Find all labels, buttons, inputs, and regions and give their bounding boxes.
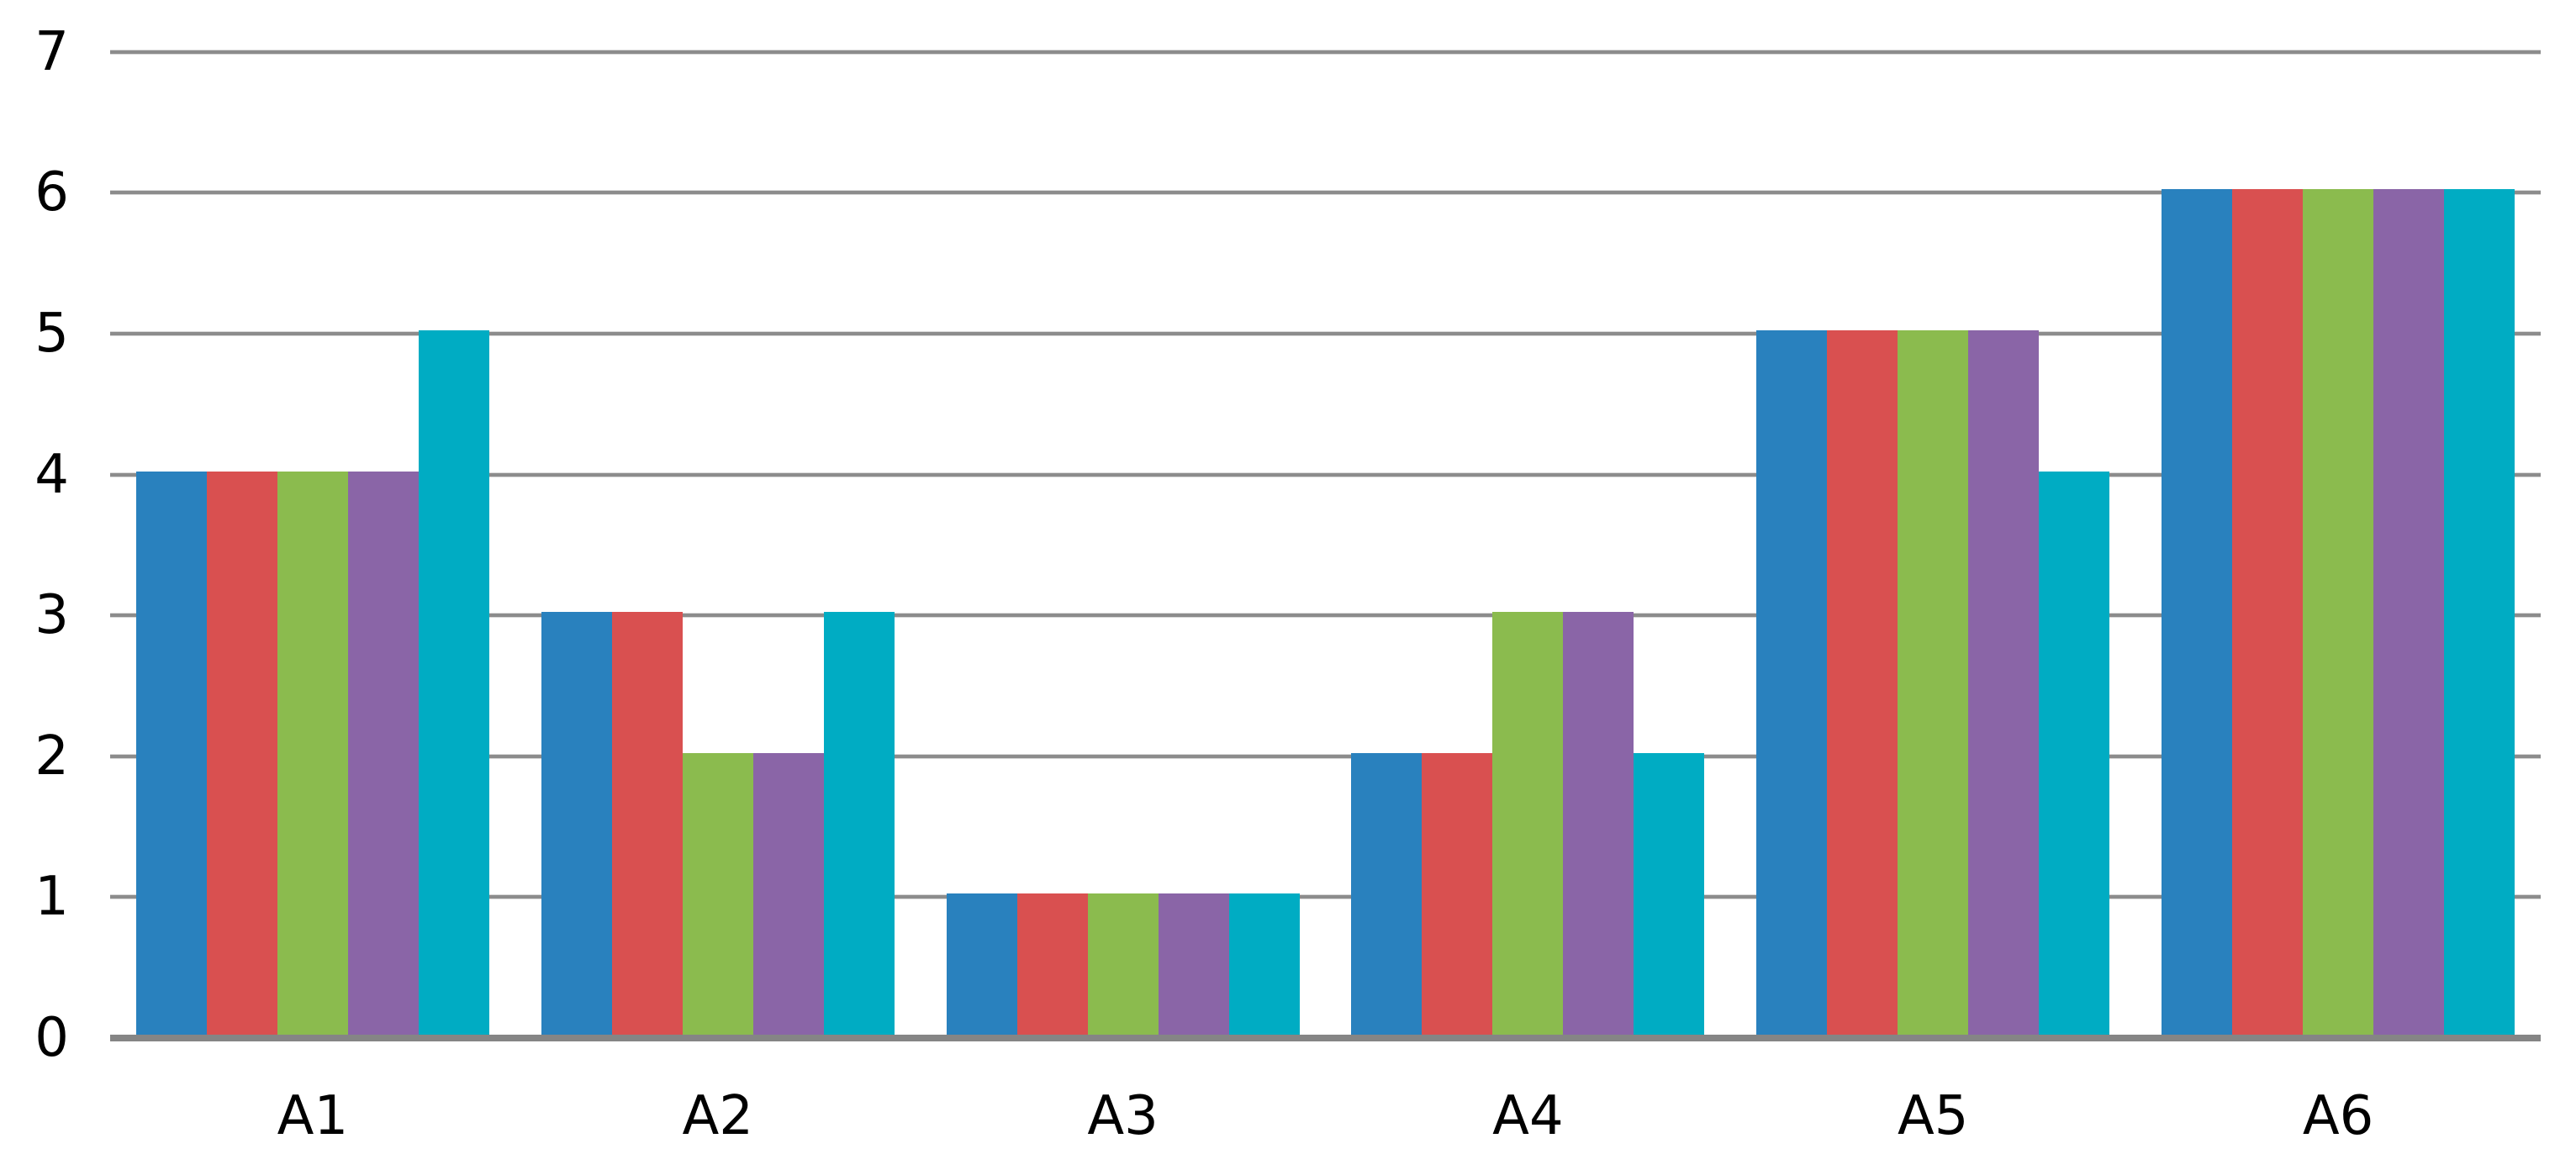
bar-a3-series_5 (1228, 893, 1300, 1035)
bar-a4-series_1 (1351, 752, 1423, 1035)
bar-a1-series_4 (347, 471, 419, 1035)
gridline-y7 (110, 50, 2541, 54)
bar-a3-series_1 (946, 893, 1017, 1035)
bar-a5-series_1 (1756, 330, 1828, 1035)
x-axis-category-label: A5 (1898, 1085, 1969, 1147)
x-axis-category-label: A4 (1492, 1085, 1564, 1147)
bar-a5-series_3 (1898, 330, 1969, 1035)
gridline-y1 (110, 895, 2541, 899)
bar-a1-series_3 (277, 471, 348, 1035)
y-axis-tick-label: 5 (34, 303, 69, 365)
bar-a1-series_2 (206, 471, 277, 1035)
y-axis-tick-label: 6 (34, 161, 69, 224)
bar-a5-series_2 (1827, 330, 1898, 1035)
gridline-y4 (110, 472, 2541, 477)
x-axis-category-label: A1 (277, 1085, 349, 1147)
gridline-y2 (110, 754, 2541, 758)
bar-a5-series_4 (1968, 330, 2040, 1035)
x-axis-line (110, 1035, 2541, 1041)
x-axis-category-label: A6 (2302, 1085, 2374, 1147)
y-axis-tick-label: 1 (34, 866, 69, 929)
bar-a6-series_1 (2162, 189, 2233, 1035)
bar-a2-series_5 (823, 612, 895, 1035)
bar-a5-series_5 (2039, 471, 2110, 1035)
bar-a2-series_4 (752, 752, 824, 1035)
gridline-y6 (110, 191, 2541, 195)
x-axis-category-label: A3 (1087, 1085, 1159, 1147)
y-axis-tick-label: 2 (34, 725, 69, 788)
bar-a2-series_3 (682, 752, 753, 1035)
x-axis-category-label: A2 (682, 1085, 754, 1147)
bar-a4-series_3 (1492, 612, 1564, 1035)
bar-a1-series_5 (418, 330, 489, 1035)
bar-a1-series_1 (135, 471, 207, 1035)
y-axis-tick-label: 4 (34, 443, 69, 506)
bar-a2-series_2 (611, 612, 683, 1035)
bar-a4-series_4 (1563, 612, 1634, 1035)
y-axis-tick-label: 7 (34, 20, 69, 83)
gridline-y3 (110, 614, 2541, 618)
bar-a3-series_3 (1087, 893, 1159, 1035)
bar-a6-series_5 (2444, 189, 2515, 1035)
bar-a2-series_1 (541, 612, 612, 1035)
bar-a4-series_2 (1422, 752, 1493, 1035)
bar-a6-series_2 (2232, 189, 2304, 1035)
bar-a6-series_3 (2303, 189, 2374, 1035)
bar-a3-series_4 (1158, 893, 1229, 1035)
bar-a4-series_5 (1634, 752, 1705, 1035)
y-axis-tick-label: 3 (34, 584, 69, 647)
gridline-y5 (110, 332, 2541, 335)
y-axis-tick-label: 0 (34, 1007, 69, 1069)
bar-a6-series_4 (2373, 189, 2445, 1035)
bar-a3-series_2 (1016, 893, 1088, 1035)
